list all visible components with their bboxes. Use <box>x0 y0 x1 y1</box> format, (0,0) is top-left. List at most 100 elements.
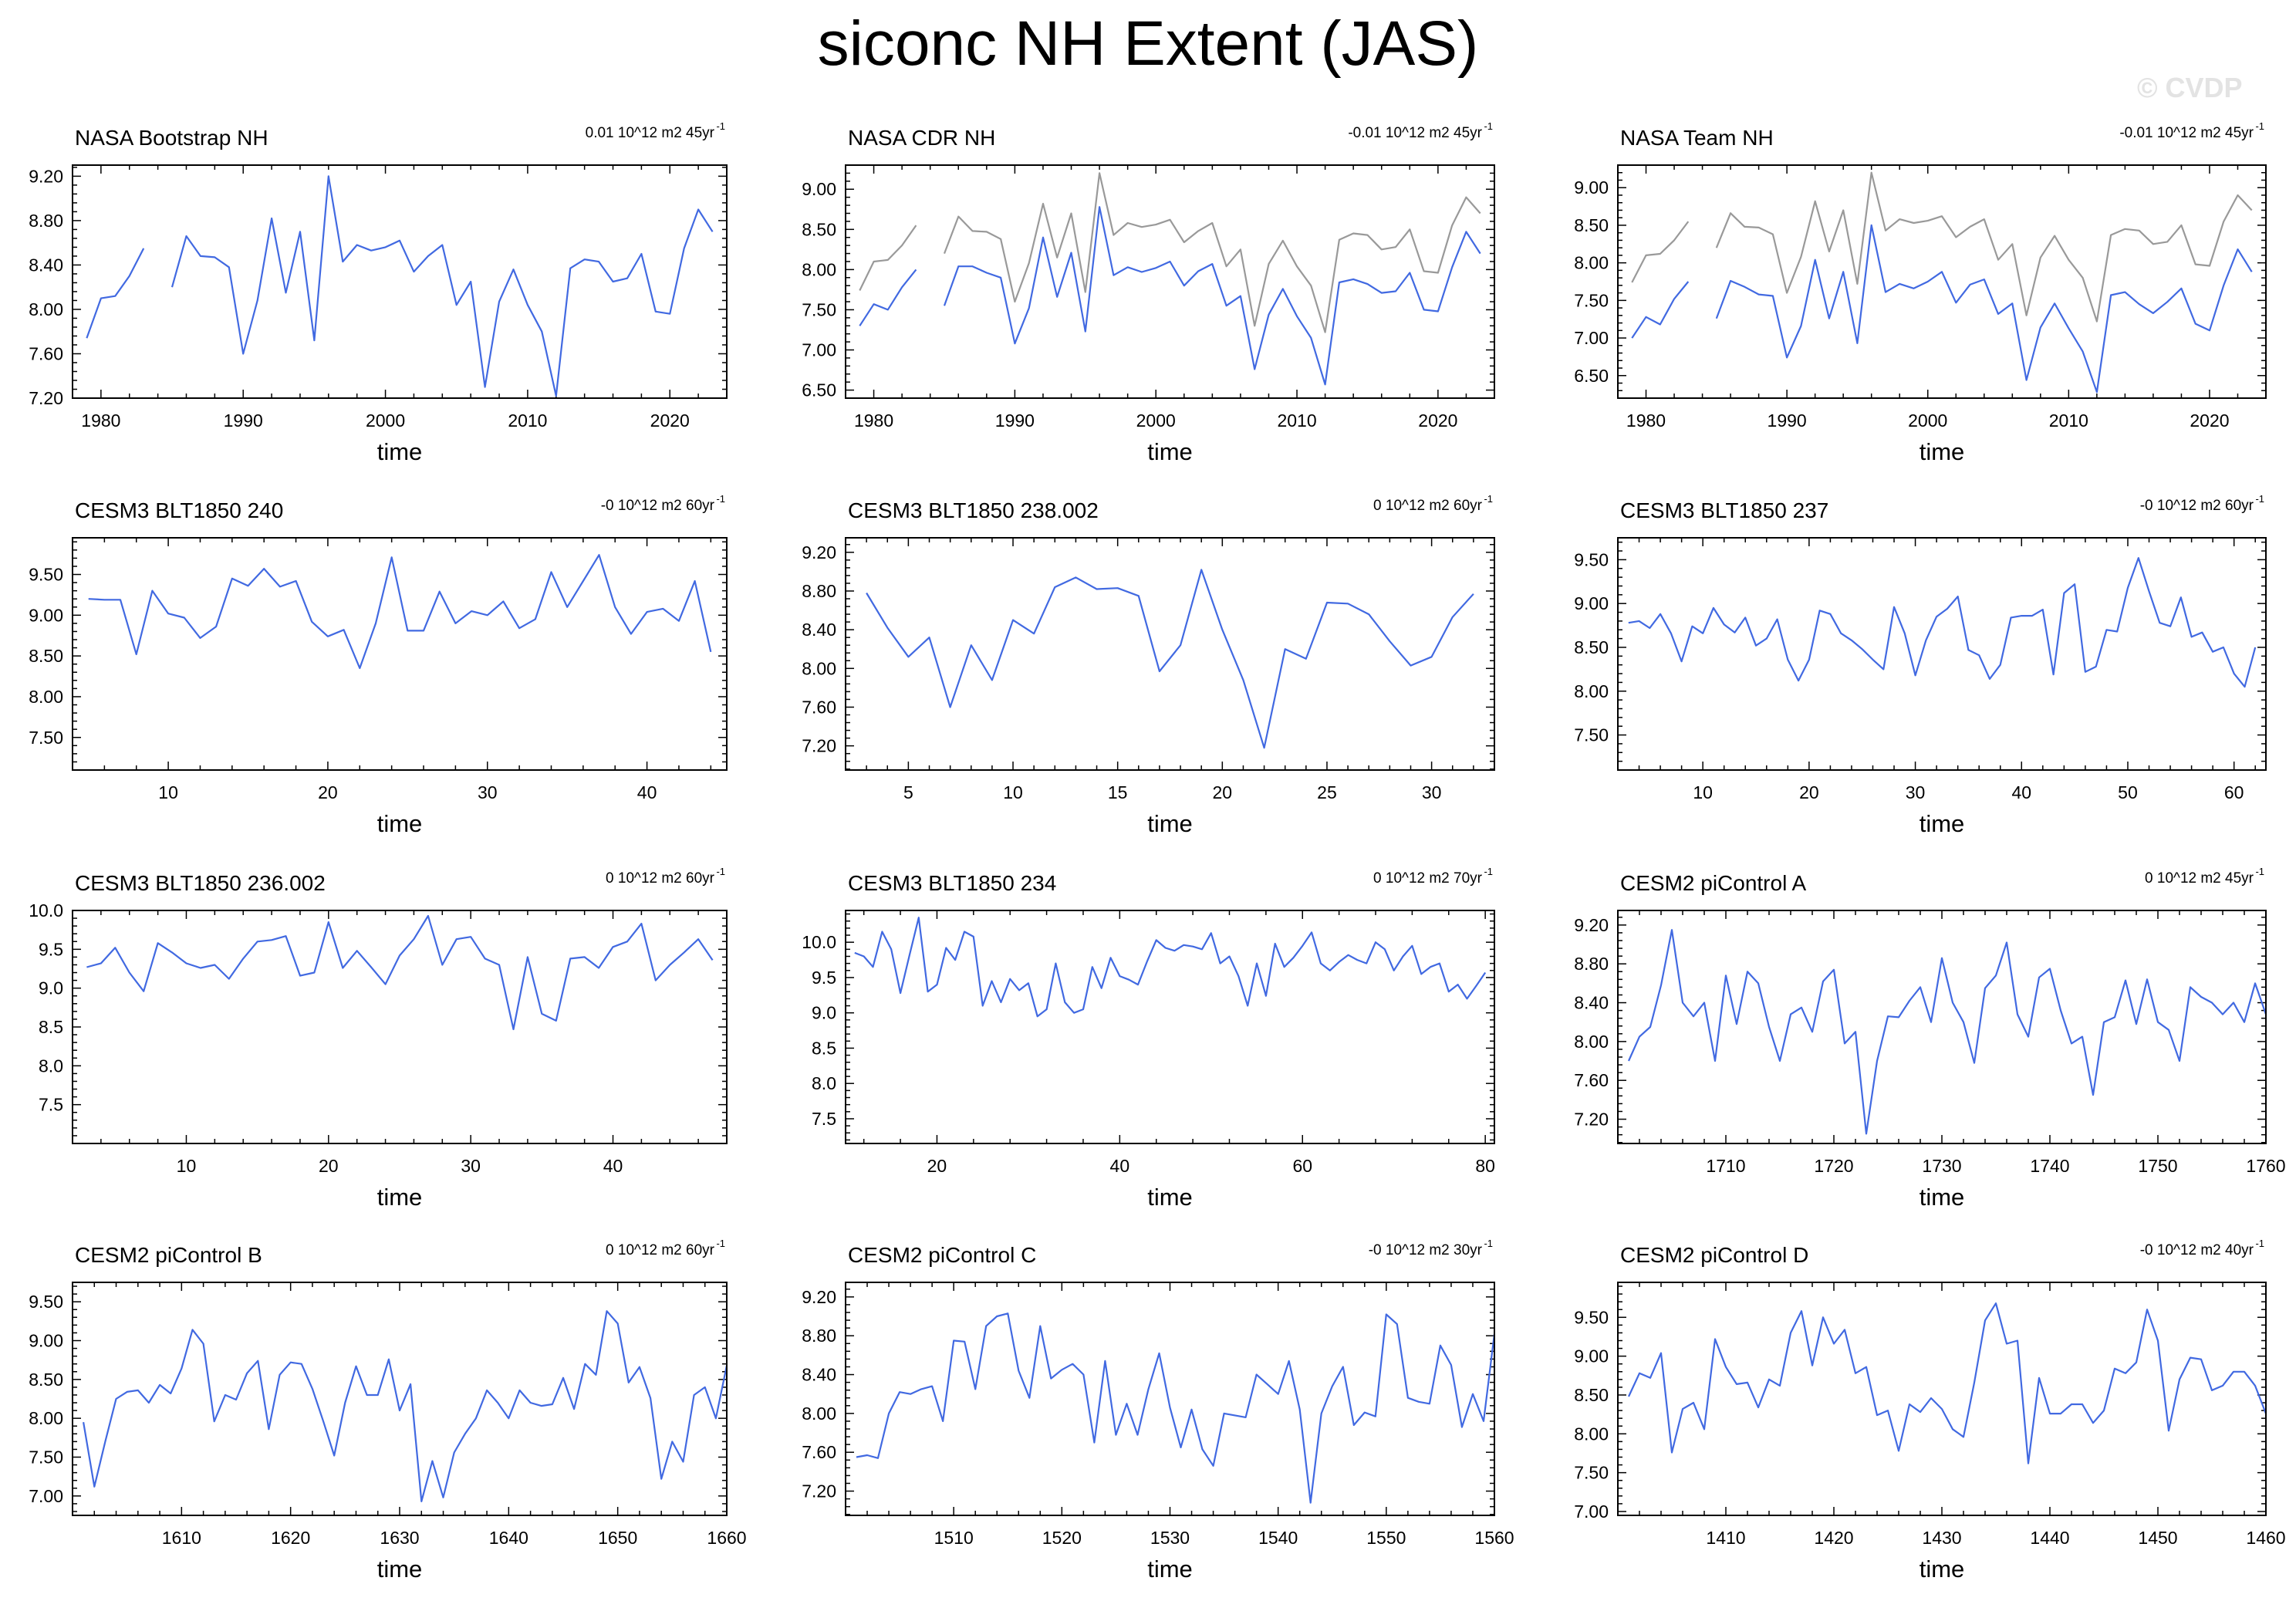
series-line <box>1628 1302 2267 1464</box>
trend-label: -0 10^12 m2 60yr <box>2140 498 2254 514</box>
panel-title: CESM3 BLT1850 236.002 <box>75 871 326 895</box>
trend-exponent: -1 <box>1484 120 1493 132</box>
x-tick-label: 20 <box>927 1156 947 1176</box>
x-tick-label: 1460 <box>2246 1528 2285 1548</box>
x-axis-label: time <box>1147 438 1193 465</box>
plot-frame <box>72 537 728 771</box>
x-tick-label: 60 <box>1292 1156 1312 1176</box>
y-tick-label: 7.50 <box>29 1447 63 1468</box>
y-tick-label: 7.00 <box>1574 1501 1609 1522</box>
y-tick-label: 9.20 <box>802 542 836 562</box>
x-tick-label: 1650 <box>598 1528 637 1548</box>
y-tick-label: 9.20 <box>802 1287 836 1307</box>
x-tick-label: 1660 <box>707 1528 746 1548</box>
trend-label: 0 10^12 m2 60yr <box>606 870 715 887</box>
chart-panel: CESM3 BLT1850 240 -0 10^12 m2 60yr -1 7.50 8… <box>29 493 728 837</box>
plot-frame <box>1617 164 2267 399</box>
panel-title: CESM2 piControl A <box>1620 871 1807 895</box>
x-tick-label: 1520 <box>1042 1528 1082 1548</box>
trend-exponent: -1 <box>1484 1238 1493 1249</box>
x-axis-label: time <box>1147 810 1193 837</box>
series-line <box>88 554 712 670</box>
y-tick-label: 8.00 <box>802 259 836 279</box>
x-tick-label: 40 <box>603 1156 623 1176</box>
y-tick-label: 10.0 <box>29 900 63 920</box>
trend-exponent: -1 <box>1484 866 1493 877</box>
trend-label: 0 10^12 m2 60yr <box>1373 498 1483 514</box>
x-tick-label: 1750 <box>2138 1156 2177 1176</box>
x-tick-label: 20 <box>318 782 338 802</box>
y-tick-label: 9.50 <box>1574 549 1609 569</box>
x-tick-label: 2020 <box>1418 410 1457 431</box>
plot-frame <box>1617 910 2267 1144</box>
x-tick-label: 30 <box>1906 782 1926 802</box>
y-tick-label: 7.20 <box>802 1481 836 1501</box>
y-tick-label: 7.20 <box>29 388 63 408</box>
y-tick-label: 9.20 <box>1574 915 1609 935</box>
y-tick-label: 9.00 <box>1574 177 1609 198</box>
y-tick-label: 8.00 <box>1574 253 1609 273</box>
trend-label: 0 10^12 m2 70yr <box>1373 870 1483 887</box>
x-tick-label: 40 <box>637 782 657 802</box>
y-tick-label: 7.60 <box>802 1442 836 1462</box>
x-tick-label: 25 <box>1317 782 1337 802</box>
x-tick-label: 40 <box>1110 1156 1130 1176</box>
x-tick-label: 2000 <box>366 410 405 431</box>
y-tick-label: 9.0 <box>812 1003 836 1023</box>
x-tick-label: 1610 <box>162 1528 201 1548</box>
panel-title: CESM3 BLT1850 234 <box>848 871 1056 895</box>
x-tick-label: 1990 <box>995 410 1035 431</box>
x-axis-label: time <box>1920 1184 1965 1211</box>
y-tick-label: 7.60 <box>1574 1070 1609 1090</box>
x-tick-label: 10 <box>177 1156 197 1176</box>
panel-title: CESM3 BLT1850 238.002 <box>848 498 1099 522</box>
y-tick-label: 9.5 <box>39 939 63 959</box>
trend-exponent: -1 <box>716 493 725 505</box>
trend-label: 0.01 10^12 m2 45yr <box>586 125 715 141</box>
y-tick-label: 9.20 <box>29 166 63 186</box>
y-tick-label: 9.00 <box>1574 1346 1609 1366</box>
y-tick-label: 8.00 <box>29 299 63 319</box>
y-tick-label: 8.00 <box>1574 1424 1609 1444</box>
chart-panel: CESM2 piControl B 0 10^12 m2 60yr -1 7.00 7.… <box>29 1238 746 1583</box>
x-tick-label: 2020 <box>2190 410 2229 431</box>
plot-frame <box>845 164 1495 399</box>
y-tick-label: 8.0 <box>812 1073 836 1093</box>
x-tick-label: 2010 <box>2049 410 2088 431</box>
x-tick-label: 1430 <box>1922 1528 1961 1548</box>
y-tick-label: 9.50 <box>1574 1307 1609 1327</box>
panel-title: NASA Team NH <box>1620 126 1774 150</box>
x-tick-label: 1410 <box>1706 1528 1745 1548</box>
y-tick-label: 7.60 <box>29 343 63 363</box>
x-axis-label: time <box>377 1184 423 1211</box>
y-tick-label: 7.00 <box>29 1486 63 1506</box>
y-tick-label: 7.60 <box>802 697 836 717</box>
x-tick-label: 1980 <box>854 410 893 431</box>
x-tick-label: 1640 <box>489 1528 528 1548</box>
y-tick-label: 8.0 <box>39 1056 63 1076</box>
series-line <box>1627 929 2267 1135</box>
series-line <box>1631 221 1690 283</box>
chart-panel: CESM2 piControl C -0 10^12 m2 30yr -1 7.20 7… <box>802 1238 1514 1583</box>
y-tick-label: 7.20 <box>802 736 836 756</box>
x-tick-label: 1720 <box>1814 1156 1853 1176</box>
plot-frame <box>845 537 1495 771</box>
chart-panel: CESM3 BLT1850 236.002 0 10^12 m2 60yr -1 7.… <box>29 866 728 1211</box>
panel-title: CESM3 BLT1850 240 <box>75 498 283 522</box>
y-tick-label: 10.0 <box>802 932 836 952</box>
y-tick-label: 7.50 <box>29 728 63 748</box>
series-line <box>859 225 917 291</box>
x-tick-label: 10 <box>1693 782 1713 802</box>
series-line <box>1715 171 2253 323</box>
x-axis-label: time <box>1147 1184 1193 1211</box>
chart-panel: CESM2 piControl A 0 10^12 m2 45yr -1 7.20 7.… <box>1574 866 2285 1211</box>
x-axis-label: time <box>377 810 423 837</box>
x-tick-label: 2020 <box>650 410 690 431</box>
y-tick-label: 9.00 <box>29 605 63 625</box>
x-tick-label: 60 <box>2224 782 2244 802</box>
series-line <box>943 206 1481 386</box>
x-axis-label: time <box>377 1556 423 1583</box>
page-title: siconc NH Extent (JAS) <box>817 8 1479 79</box>
trend-exponent: -1 <box>716 1238 725 1249</box>
